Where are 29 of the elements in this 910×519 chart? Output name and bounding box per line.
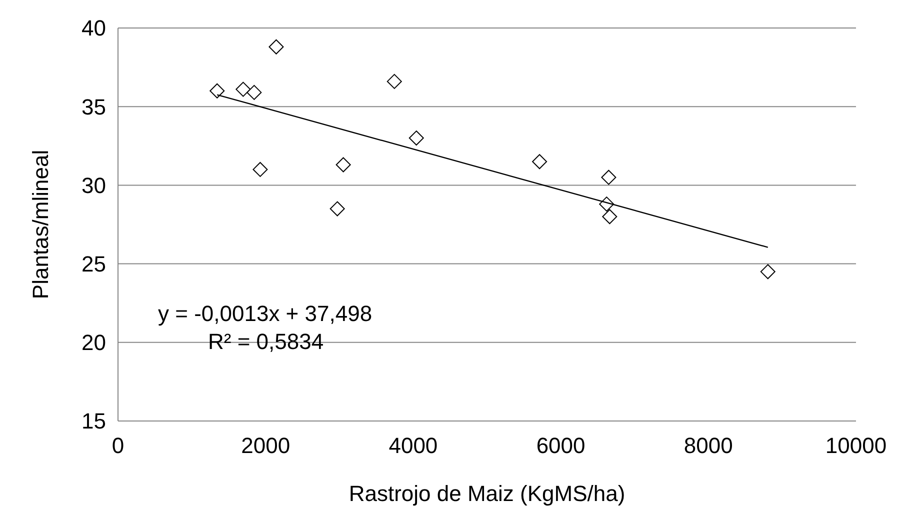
x-tick-label: 6000: [536, 433, 586, 458]
point: [246, 84, 262, 100]
y-tick-label: 20: [82, 330, 106, 356]
point: [602, 209, 618, 224]
x-tick-label: 10000: [825, 433, 887, 458]
y-tick-label: 15: [82, 408, 106, 434]
y-tick-label: 25: [82, 252, 106, 276]
annotation: R² = 0,5834: [208, 329, 324, 354]
point: [532, 154, 548, 170]
point: [330, 201, 345, 216]
y-tick-label: 35: [82, 94, 106, 120]
point: [601, 170, 616, 185]
point: [236, 82, 251, 97]
annotation: y = -0,0013x + 37,498: [158, 301, 372, 326]
point: [210, 83, 225, 98]
point: [252, 162, 268, 177]
x-tick-label: 8000: [684, 433, 733, 458]
x-tick-label: 4000: [388, 433, 438, 458]
x-axis-title: Rastrojo de Maiz (KgMS/ha): [348, 481, 626, 506]
y-axis-title: Plantas/mlineal: [28, 150, 53, 300]
point: [268, 39, 284, 54]
x-tick-label: 2000: [241, 433, 290, 458]
point: [760, 264, 776, 280]
point: [408, 130, 424, 146]
y-tick-label: 30: [82, 172, 106, 198]
y-tick-label: 40: [82, 16, 106, 41]
point: [336, 157, 351, 172]
point: [386, 74, 402, 89]
x-tick-label: 0: [112, 433, 124, 458]
